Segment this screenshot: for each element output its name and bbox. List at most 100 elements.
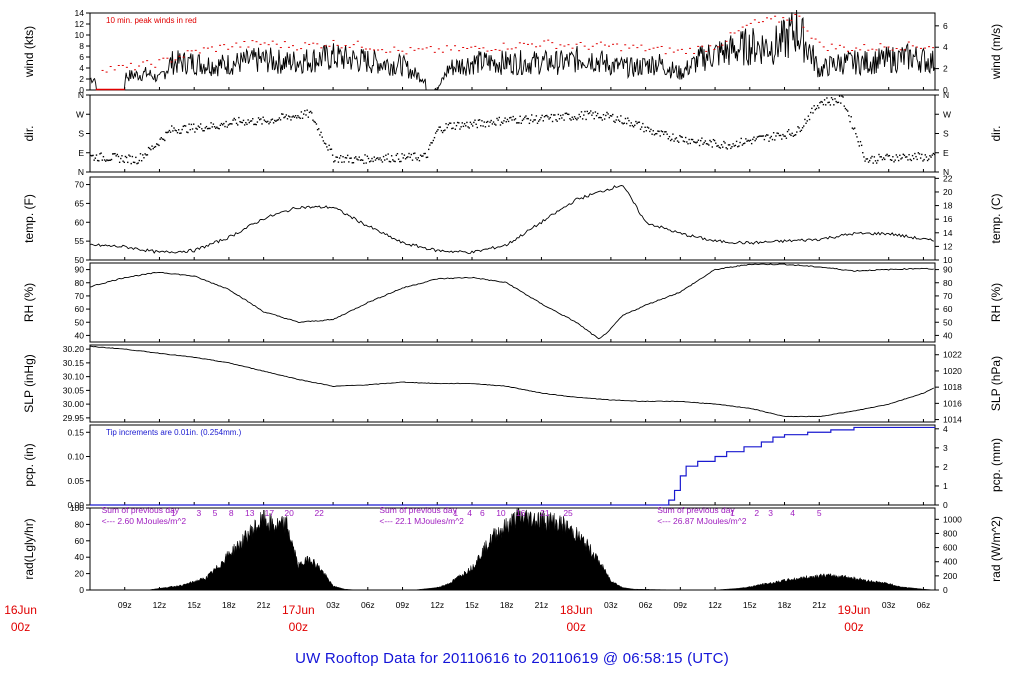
direction-point (671, 138, 673, 141)
direction-point (733, 145, 735, 147)
footer-title: UW Rooftop Data for 20110616 to 20110619… (295, 650, 729, 667)
direction-point (257, 117, 260, 119)
direction-point (206, 127, 209, 130)
direction-point (570, 119, 572, 121)
direction-point (481, 120, 483, 122)
direction-point (412, 152, 415, 155)
right-ytick-label-temp: 12 (943, 241, 953, 251)
direction-point (712, 138, 715, 141)
direction-point (630, 122, 632, 124)
direction-point (177, 129, 180, 131)
direction-point (238, 116, 240, 119)
direction-point (856, 136, 858, 138)
direction-point (476, 126, 479, 129)
direction-point (241, 121, 244, 124)
direction-point (524, 116, 526, 119)
direction-point (357, 159, 359, 161)
direction-point (606, 111, 608, 114)
direction-point (358, 156, 360, 158)
direction-point (808, 118, 811, 121)
direction-point (811, 107, 813, 110)
ylabel-right-slp: SLP (hPa) (989, 356, 1003, 411)
right-ytick-label-rad: 800 (943, 528, 957, 538)
right-ytick-label-temp: 10 (943, 255, 953, 265)
right-ytick-label-pcp: 1 (943, 481, 948, 491)
direction-point (309, 110, 312, 113)
direction-point (232, 119, 234, 121)
direction-point (514, 118, 517, 120)
direction-point (279, 119, 282, 121)
xtick-label: 06z (361, 600, 375, 610)
direction-point (296, 117, 298, 119)
right-ytick-label-wind: 4 (943, 42, 948, 52)
direction-point (404, 158, 407, 160)
direction-point (887, 155, 889, 157)
ytick-label-wind: 8 (79, 41, 84, 51)
direction-point (781, 138, 783, 140)
direction-point (125, 156, 128, 159)
direction-point (866, 158, 869, 160)
direction-point (554, 114, 556, 116)
direction-point (306, 109, 308, 111)
ytick-label-wind: 14 (75, 8, 85, 18)
direction-point (440, 129, 443, 132)
direction-point (737, 146, 739, 148)
direction-point (571, 116, 573, 118)
direction-point (517, 122, 519, 124)
ytick-label-dir: N (78, 167, 84, 177)
direction-point (643, 130, 645, 133)
direction-point (684, 136, 687, 139)
ytick-label-pcp: 0.05 (67, 476, 84, 486)
direction-point (432, 139, 435, 142)
direction-point (320, 131, 322, 134)
direction-point (180, 132, 182, 134)
direction-point (426, 156, 429, 158)
direction-point (612, 113, 614, 116)
direction-point (111, 153, 114, 155)
direction-point (147, 146, 150, 149)
hour-mark: 10 (496, 508, 506, 518)
direction-point (105, 160, 107, 162)
direction-point (809, 111, 812, 114)
direction-point (277, 119, 279, 121)
direction-point (585, 118, 587, 121)
direction-point (301, 117, 304, 119)
direction-point (771, 138, 774, 141)
direction-point (566, 113, 569, 115)
direction-point (362, 159, 364, 162)
ylabel-pcp: pcp. (in) (22, 443, 36, 486)
right-ytick-label-rh: 90 (943, 265, 953, 275)
day-label: 17Jun (282, 603, 315, 617)
direction-point (187, 131, 189, 134)
day-label: 18Jun (560, 603, 593, 617)
direction-point (335, 156, 337, 158)
ytick-label-rad: 0 (79, 585, 84, 595)
direction-point (831, 98, 834, 101)
direction-point (300, 111, 303, 113)
direction-point (859, 140, 862, 143)
direction-point (491, 123, 494, 125)
direction-point (155, 143, 158, 145)
direction-point (92, 154, 94, 157)
direction-point (865, 158, 867, 160)
ylabel-slp: SLP (inHg) (22, 354, 36, 412)
direction-point (293, 116, 296, 118)
direction-point (816, 105, 819, 107)
xtick-label: 12z (430, 600, 444, 610)
direction-point (608, 116, 610, 119)
direction-point (642, 122, 644, 125)
direction-point (914, 152, 916, 155)
direction-point (798, 127, 800, 129)
direction-point (168, 129, 171, 132)
direction-point (891, 159, 893, 161)
direction-point (169, 131, 172, 133)
direction-point (144, 153, 146, 155)
direction-point (732, 143, 734, 145)
direction-point (272, 122, 275, 124)
direction-point (462, 125, 465, 128)
direction-point (889, 158, 892, 161)
direction-point (176, 131, 179, 134)
direction-point (110, 158, 113, 161)
direction-point (702, 143, 704, 145)
direction-point (708, 144, 710, 146)
